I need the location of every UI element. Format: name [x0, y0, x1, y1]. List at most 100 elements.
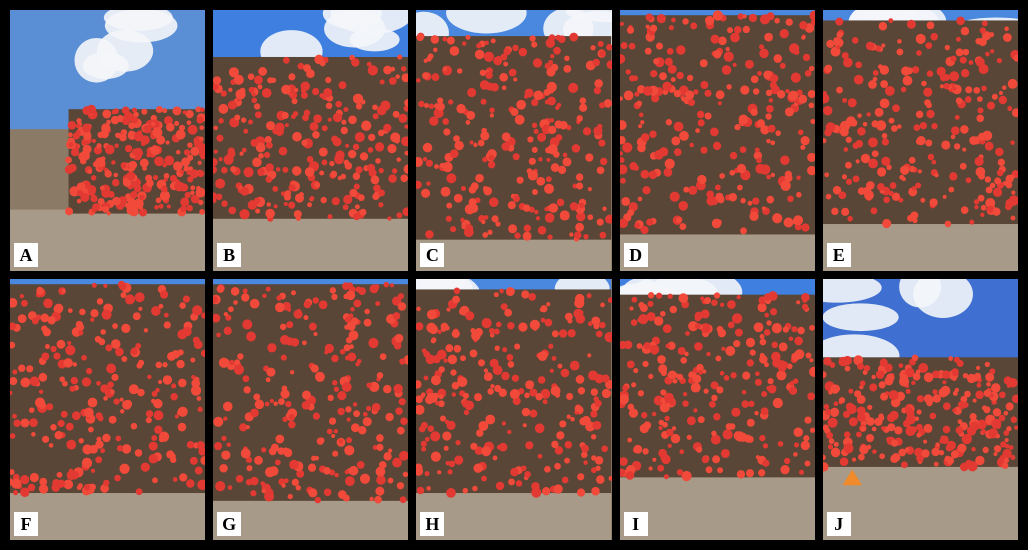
log-detection-marker — [943, 74, 950, 81]
log-detection-marker — [101, 123, 111, 133]
log-detection-marker — [258, 67, 268, 76]
log-detection-marker — [963, 390, 971, 398]
log-detection-marker — [395, 407, 403, 415]
log-detection-marker — [942, 194, 947, 199]
log-detection-marker — [305, 167, 315, 177]
log-detection-marker — [42, 435, 50, 443]
log-detection-marker — [923, 87, 933, 97]
log-detection-marker — [664, 415, 670, 422]
log-detection-marker — [41, 352, 50, 361]
log-detection-marker — [891, 104, 900, 113]
log-detection-marker — [464, 409, 470, 416]
log-detection-marker — [387, 477, 394, 484]
log-detection-marker — [127, 201, 136, 211]
log-detection-marker — [754, 371, 760, 377]
log-detection-marker — [871, 426, 877, 432]
log-detection-marker — [179, 302, 186, 309]
log-detection-marker — [604, 99, 612, 108]
log-detection-marker — [431, 73, 440, 82]
log-detection-marker — [323, 467, 331, 475]
log-detection-marker — [641, 448, 649, 455]
log-detection-marker — [283, 201, 288, 207]
log-detection-marker — [228, 306, 234, 313]
log-detection-marker — [932, 389, 938, 395]
log-detection-marker — [552, 355, 557, 361]
log-detection-marker — [793, 336, 803, 346]
log-detection-marker — [865, 41, 875, 51]
log-detection-marker — [250, 298, 260, 309]
log-detection-marker — [899, 373, 908, 383]
log-detection-marker — [368, 133, 376, 142]
log-detection-marker — [457, 376, 468, 388]
log-detection-marker — [878, 381, 886, 389]
log-detection-marker — [182, 110, 187, 115]
log-detection-marker — [398, 293, 405, 300]
log-detection-marker — [242, 319, 253, 330]
log-detection-marker — [1002, 33, 1012, 42]
log-detection-marker — [822, 90, 827, 96]
log-detection-marker — [876, 183, 885, 191]
log-detection-marker — [266, 141, 273, 149]
log-detection-marker — [794, 349, 804, 360]
log-detection-marker — [749, 349, 756, 356]
log-detection-marker — [993, 452, 998, 457]
log-detection-marker — [426, 354, 436, 365]
log-detection-marker — [992, 187, 1002, 197]
log-detection-marker — [302, 390, 312, 400]
ground — [619, 473, 815, 540]
log-detection-marker — [283, 56, 290, 64]
log-detection-marker — [302, 340, 307, 346]
log-detection-marker — [736, 295, 741, 300]
log-detection-marker — [546, 176, 553, 183]
log-detection-marker — [194, 466, 203, 475]
log-detection-marker — [333, 112, 343, 123]
log-detection-marker — [906, 67, 913, 75]
log-detection-marker — [853, 390, 861, 398]
log-detection-marker — [874, 107, 884, 117]
panel-label: H — [420, 512, 445, 536]
log-detection-marker — [859, 444, 869, 455]
log-detection-marker — [133, 198, 144, 209]
log-detection-marker — [200, 455, 206, 465]
log-detection-marker — [165, 140, 170, 145]
log-detection-marker — [399, 358, 406, 365]
log-detection-marker — [771, 358, 782, 368]
log-detection-marker — [200, 349, 206, 357]
log-detection-marker — [880, 80, 888, 89]
log-detection-marker — [54, 303, 64, 314]
log-detection-marker — [79, 308, 86, 316]
log-detection-marker — [715, 355, 721, 362]
log-detection-marker — [401, 136, 409, 147]
log-detection-marker — [67, 308, 73, 313]
log-detection-marker — [264, 488, 274, 498]
photo-panel-e: E — [822, 10, 1018, 271]
log-detection-marker — [61, 288, 66, 294]
log-detection-marker — [508, 224, 518, 234]
log-detection-marker — [177, 406, 188, 417]
log-detection-marker — [645, 13, 653, 21]
log-detection-marker — [673, 148, 682, 157]
log-detection-marker — [1004, 437, 1009, 443]
log-detection-marker — [672, 378, 678, 384]
log-detection-marker — [667, 64, 677, 74]
log-detection-marker — [282, 166, 289, 173]
log-detection-marker — [904, 406, 913, 415]
log-detection-marker — [90, 175, 97, 181]
log-detection-marker — [425, 230, 435, 239]
log-detection-marker — [190, 357, 196, 363]
log-detection-marker — [902, 75, 913, 86]
log-detection-marker — [649, 344, 659, 355]
log-detection-marker — [50, 424, 57, 431]
log-detection-marker — [587, 214, 594, 221]
log-detection-marker — [599, 102, 606, 109]
log-detection-marker — [376, 443, 384, 451]
log-detection-marker — [644, 47, 652, 55]
log-detection-marker — [884, 85, 895, 96]
log-detection-marker — [358, 426, 367, 435]
log-detection-marker — [710, 394, 718, 402]
log-detection-marker — [452, 329, 461, 338]
log-detection-marker — [789, 380, 794, 385]
log-detection-marker — [190, 194, 200, 204]
log-detection-marker — [509, 68, 517, 77]
log-detection-marker — [158, 303, 164, 309]
